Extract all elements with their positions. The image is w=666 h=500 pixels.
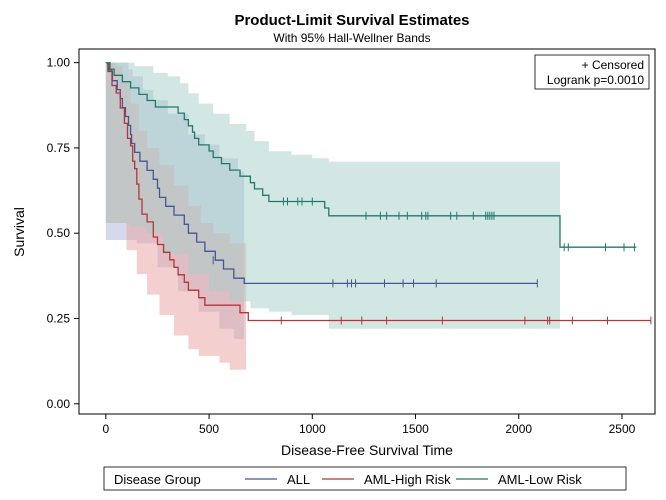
survival-curves — [105, 61, 652, 325]
x-tick-label: 1500 — [402, 422, 429, 436]
inset-frame — [534, 54, 650, 90]
legend-label-aml-low-risk: AML-Low Risk — [498, 472, 582, 487]
plot-frame — [78, 48, 656, 415]
y-tick-label: 0.75 — [47, 141, 71, 155]
legend: Disease Group ALL AML-High Risk AML-Low … — [103, 466, 627, 491]
x-tick-label: 0 — [102, 422, 109, 436]
legend-title: Disease Group — [114, 472, 201, 487]
axes: 0 500 1000 1500 2000 2500 0.00 0.25 0.50 0.75 1.00 — [47, 56, 636, 436]
curve-all — [105, 61, 538, 285]
x-tick-label: 2000 — [505, 422, 532, 436]
x-tick-label: 1000 — [299, 422, 326, 436]
series-aml-low-risk — [105, 61, 637, 252]
y-tick-label: 0.00 — [47, 397, 71, 411]
y-tick-label: 0.50 — [47, 226, 71, 240]
inset-censored-label: + Censored — [582, 58, 644, 72]
y-tick-label: 0.25 — [47, 311, 71, 325]
y-tick-label: 1.00 — [47, 56, 71, 70]
inset-logrank-label: Logrank p=0.0010 — [547, 73, 644, 87]
confidence-bands — [105, 62, 561, 370]
inset-box: + Censored Logrank p=0.0010 — [534, 54, 650, 90]
legend-frame — [103, 466, 627, 491]
legend-label-all: ALL — [287, 472, 310, 487]
series-aml-high-risk — [105, 61, 652, 325]
curve-aml-low-risk — [105, 61, 637, 248]
x-tick-label: 2500 — [609, 422, 636, 436]
chart-title: Product-Limit Survival Estimates — [234, 12, 469, 29]
x-axis-label: Disease-Free Survival Time — [281, 442, 453, 458]
legend-label-aml-high-risk: AML-High Risk — [364, 472, 451, 487]
y-axis-label: Survival — [11, 207, 27, 257]
curve-aml-high-risk — [105, 61, 651, 322]
chart-subtitle: With 95% Hall-Wellner Bands — [273, 31, 430, 45]
x-tick-label: 500 — [199, 422, 219, 436]
plot-area — [105, 61, 652, 370]
band-aml-low-risk — [105, 62, 561, 329]
series-all — [105, 61, 538, 288]
